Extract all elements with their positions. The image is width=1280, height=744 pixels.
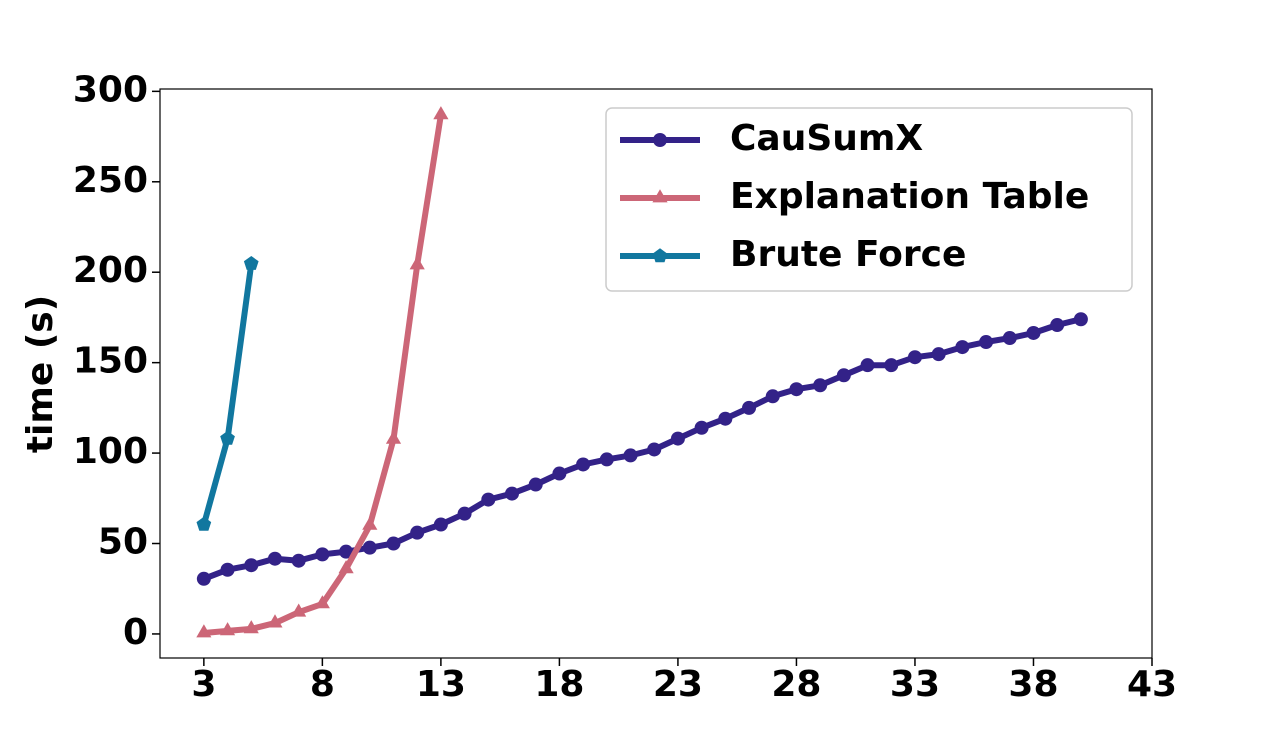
data-point <box>599 452 614 467</box>
legend-marker <box>653 133 667 147</box>
y-tick-label: 300 <box>73 69 148 110</box>
data-point <box>339 544 354 559</box>
data-point <box>647 442 662 457</box>
y-tick-label: 50 <box>98 522 148 563</box>
data-point <box>338 560 354 574</box>
legend-marker <box>652 189 668 203</box>
x-tick-label: 33 <box>890 664 940 705</box>
data-point <box>196 516 212 531</box>
legend-label: Explanation Table <box>730 176 1089 217</box>
data-point <box>244 558 259 573</box>
legend-box <box>605 107 1133 292</box>
data-point <box>386 536 401 551</box>
x-tick-label: 43 <box>1127 664 1177 705</box>
y-tick-label: 200 <box>73 250 148 291</box>
data-point <box>433 106 449 120</box>
data-point <box>979 335 994 350</box>
x-tick-label: 13 <box>416 664 466 705</box>
y-tick-label: 150 <box>73 341 148 382</box>
data-point <box>220 430 235 445</box>
data-point <box>1026 325 1041 340</box>
data-point <box>220 622 236 636</box>
legend-label: Brute Force <box>730 234 966 275</box>
x-tick-label: 23 <box>653 664 703 705</box>
data-point <box>243 620 259 634</box>
data-point <box>267 614 283 628</box>
data-point <box>315 547 330 562</box>
data-point <box>955 340 970 355</box>
x-tick-label: 28 <box>771 664 821 705</box>
data-point <box>789 382 804 397</box>
y-tick-label: 100 <box>73 431 148 472</box>
data-point <box>813 378 828 393</box>
data-point <box>505 486 519 501</box>
x-tick-label: 3 <box>191 664 216 705</box>
data-point <box>362 516 378 530</box>
data-point <box>670 431 685 446</box>
data-point <box>931 347 946 362</box>
data-point <box>457 506 472 521</box>
x-tick-label: 8 <box>310 664 335 705</box>
data-point <box>291 603 307 617</box>
data-point <box>196 571 211 586</box>
plot-frame <box>159 88 1153 659</box>
x-tick-label: 18 <box>534 664 584 705</box>
data-point <box>718 411 733 426</box>
data-point <box>694 420 709 435</box>
data-point <box>907 350 922 365</box>
data-point <box>860 358 875 373</box>
y-axis-label: time (s) <box>20 295 61 453</box>
data-point <box>291 553 306 568</box>
data-point <box>1050 318 1065 333</box>
data-point <box>742 400 757 415</box>
data-point <box>362 540 377 555</box>
data-point <box>196 624 212 638</box>
data-point <box>385 430 402 444</box>
data-point <box>220 562 235 577</box>
data-point <box>409 256 425 270</box>
legend-marker <box>652 248 668 263</box>
plot-area <box>196 106 1088 638</box>
data-point <box>243 256 259 270</box>
data-point <box>765 389 780 404</box>
data-point <box>433 517 448 532</box>
data-point <box>884 358 899 373</box>
data-point <box>267 551 282 566</box>
data-point <box>410 525 425 540</box>
y-tick-label: 250 <box>73 160 148 201</box>
legend-label: CauSumX <box>730 118 923 159</box>
data-point <box>576 457 591 472</box>
data-point <box>1073 312 1088 327</box>
data-point <box>623 448 638 463</box>
data-point <box>481 492 496 507</box>
x-tick-label: 38 <box>1008 664 1058 705</box>
data-point <box>528 477 543 492</box>
data-point <box>552 466 567 481</box>
data-point <box>1002 331 1017 346</box>
data-point <box>314 595 330 609</box>
y-tick-label: 0 <box>123 612 148 653</box>
data-point <box>836 368 851 383</box>
